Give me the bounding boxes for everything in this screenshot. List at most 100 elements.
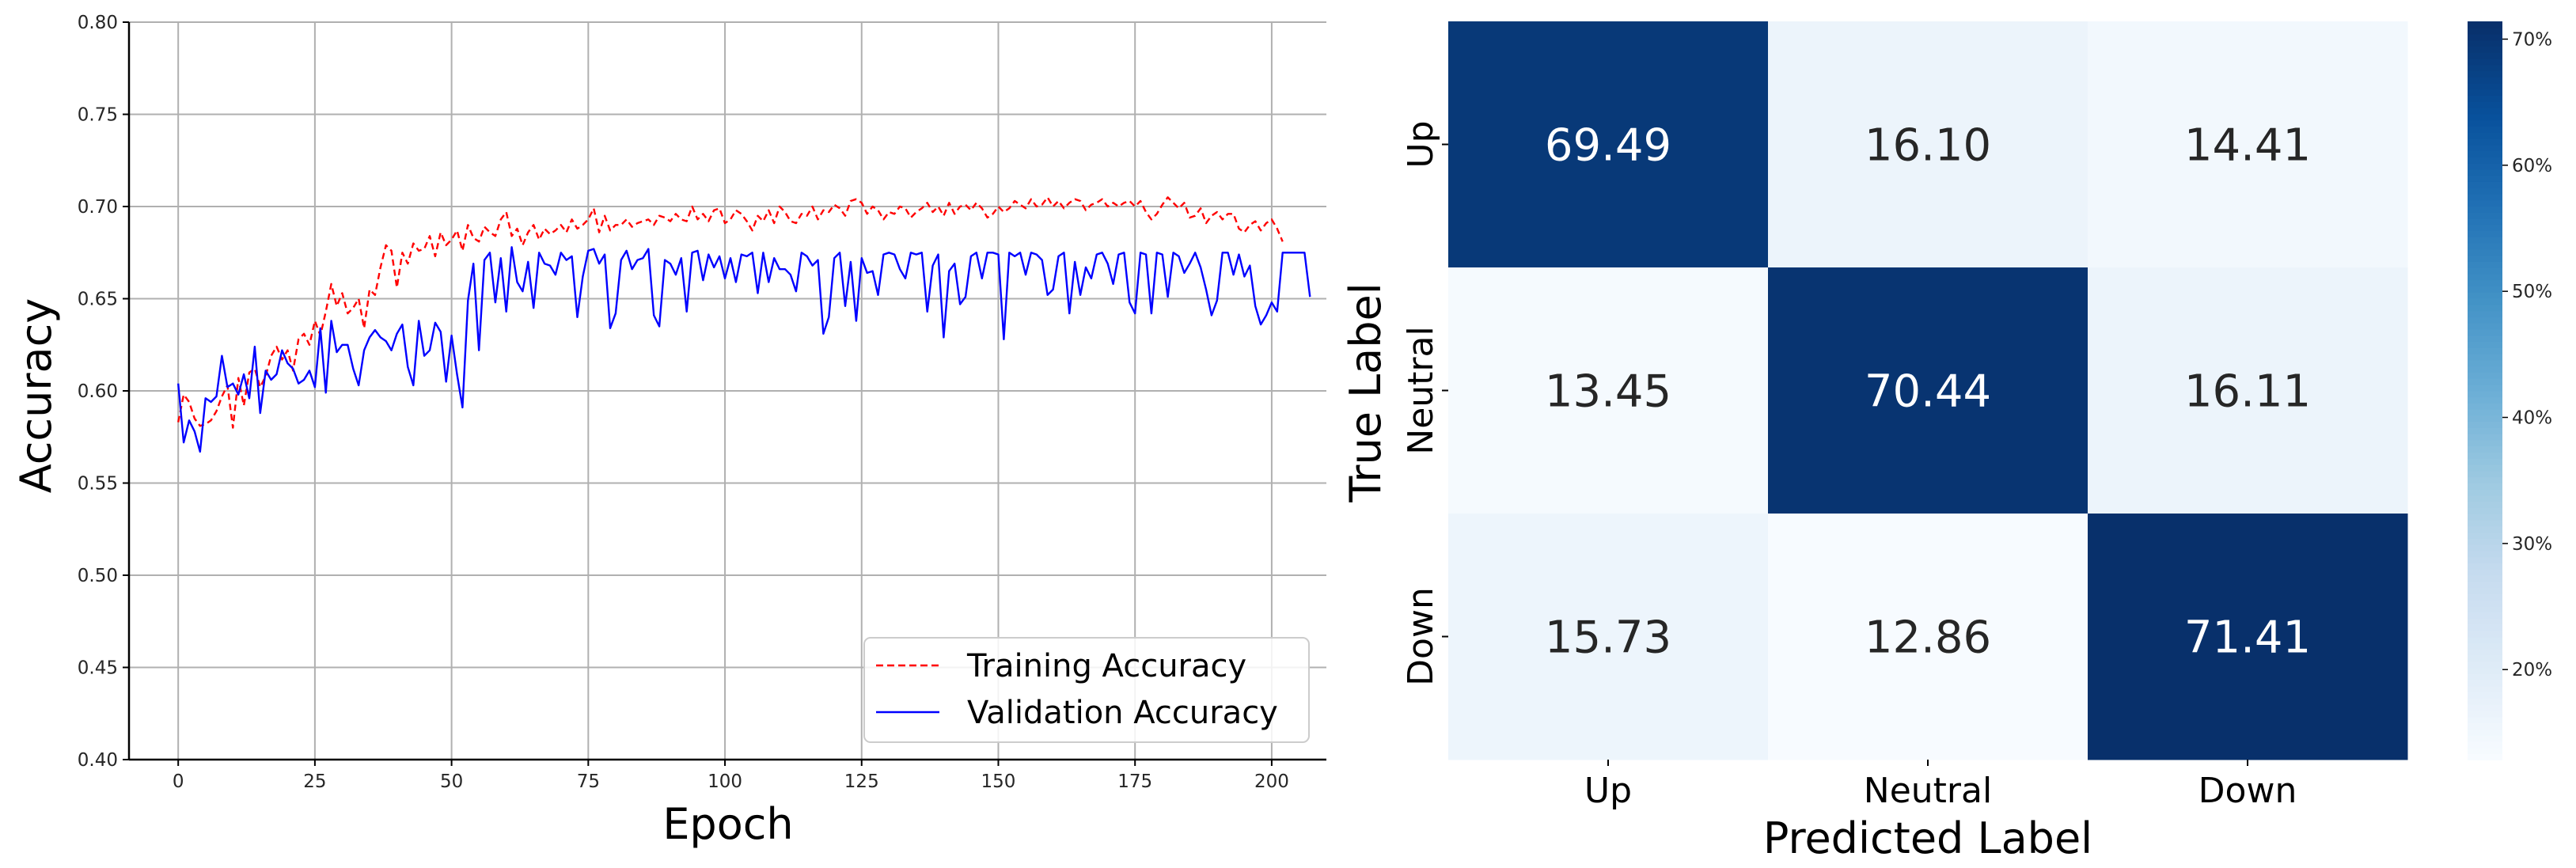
colorbar-segment [2468,408,2502,416]
colorbar-segment [2468,538,2502,545]
colorbar-segment [2468,710,2502,718]
colorbar-segment [2468,605,2502,613]
colorbar-segment [2468,734,2502,742]
heatmap-y-tick-label: Down [1401,587,1441,686]
y-tick-label: 0.45 [78,658,118,679]
colorbar-tick-label: 60% [2512,156,2552,176]
y-tick-label: 0.80 [78,13,118,33]
colorbar-tick-label: 30% [2512,534,2552,555]
line-chart-series [177,196,1311,453]
cell-value: 15.73 [1545,612,1671,664]
colorbar-segment [2468,181,2502,188]
colorbar-segment [2468,519,2502,527]
colorbar-segment [2468,704,2502,711]
colorbar-segment [2468,322,2502,330]
colorbar-segment [2468,237,2502,244]
colorbar-segment [2468,328,2502,336]
colorbar-segment [2468,255,2502,263]
colorbar-segment [2468,224,2502,232]
colorbar-segment [2468,741,2502,749]
colorbar-segment [2468,556,2502,563]
colorbar-segment [2468,439,2502,447]
colorbar-segment [2468,581,2502,589]
colorbar-segment [2468,162,2502,170]
colorbar-segment [2468,525,2502,533]
colorbar-segment [2468,544,2502,552]
colorbar-segment [2468,403,2502,410]
legend-label-training: Training Accuracy [966,648,1246,684]
colorbar-segment [2468,341,2502,348]
cell-down-down [2088,514,2408,760]
colorbar-segment [2468,593,2502,601]
confusion-matrix: 69.49 16.10 14.41 13.45 70.44 16.11 15.73 12.86… [1341,21,2552,863]
colorbar-tick-label: 20% [2512,660,2552,680]
colorbar-segment [2468,587,2502,594]
colorbar-segment [2468,685,2502,693]
colorbar-segment [2468,193,2502,201]
legend: Training Accuracy Validation Accuracy [863,637,1310,743]
legend-label-validation: Validation Accuracy [967,695,1278,731]
colorbar-segment [2468,495,2502,502]
colorbar-tick-label: 50% [2512,282,2552,302]
colorbar-segment [2468,532,2502,539]
y-axis-label: Accuracy [11,298,61,494]
line-chart: 0 25 50 75 100 125 150 175 200 0.40 0.45 0.50 0.55 0.… [11,13,1326,849]
cell-value: 16.11 [2184,366,2311,418]
x-axis-label: Epoch [662,799,793,849]
training-accuracy-line [177,196,1284,429]
colorbar-segment [2468,82,2502,90]
colorbar-segment [2468,722,2502,730]
colorbar-segment [2468,279,2502,287]
cell-up-down [2088,21,2408,268]
colorbar-segment [2468,421,2502,428]
colorbar-segment [2468,113,2502,121]
heatmap-x-tick-label: Neutral [1864,771,1992,811]
colorbar-tick-label: 40% [2512,408,2552,429]
colorbar-segment [2468,390,2502,398]
heatmap-x-tick-label: Down [2199,771,2297,811]
colorbar-segment [2468,242,2502,250]
colorbar-segment [2468,550,2502,558]
colorbar-segment [2468,599,2502,607]
colorbar-segment [2468,95,2502,102]
colorbar-segment [2468,230,2502,237]
colorbar-segment [2468,396,2502,404]
legend-box [863,637,1310,743]
colorbar-segment [2468,716,2502,724]
confusion-matrix-ticks: Up Neutral Down Up Neutral Down [1401,120,2297,811]
colorbar-segment [2468,636,2502,644]
validation-accuracy-line [177,246,1311,453]
x-tick-label: 200 [1254,771,1289,792]
colorbar-segment [2468,698,2502,705]
x-tick-label: 50 [440,771,463,792]
colorbar-segment [2468,445,2502,453]
colorbar-segment [2468,261,2502,268]
x-tick-label: 0 [173,771,184,792]
colorbar-segment [2468,21,2502,28]
colorbar-segment [2468,157,2502,164]
colorbar-segment [2468,187,2502,195]
cell-value: 70.44 [1865,366,1991,418]
colorbar-segment [2468,58,2502,66]
colorbar-segment [2468,618,2502,625]
colorbar-segment [2468,298,2502,305]
colorbar-segment [2468,89,2502,97]
colorbar-segment [2468,144,2502,152]
cell-neutral-up [1448,267,1769,514]
heatmap-y-tick-label: Up [1401,120,1441,168]
colorbar-segment [2468,624,2502,631]
y-tick-label: 0.60 [78,381,118,402]
y-tick-label: 0.55 [78,474,118,495]
cell-neutral-down [2088,267,2408,514]
colorbar-segment [2468,507,2502,514]
cell-neutral-neutral [1768,267,2088,514]
colorbar-segment [2468,292,2502,299]
x-tick-label: 150 [981,771,1016,792]
colorbar-segment [2468,458,2502,465]
y-tick-label: 0.75 [78,105,118,126]
colorbar-segment [2468,107,2502,115]
colorbar-segment [2468,753,2502,760]
colorbar-segment [2468,427,2502,434]
colorbar-segment [2468,673,2502,680]
